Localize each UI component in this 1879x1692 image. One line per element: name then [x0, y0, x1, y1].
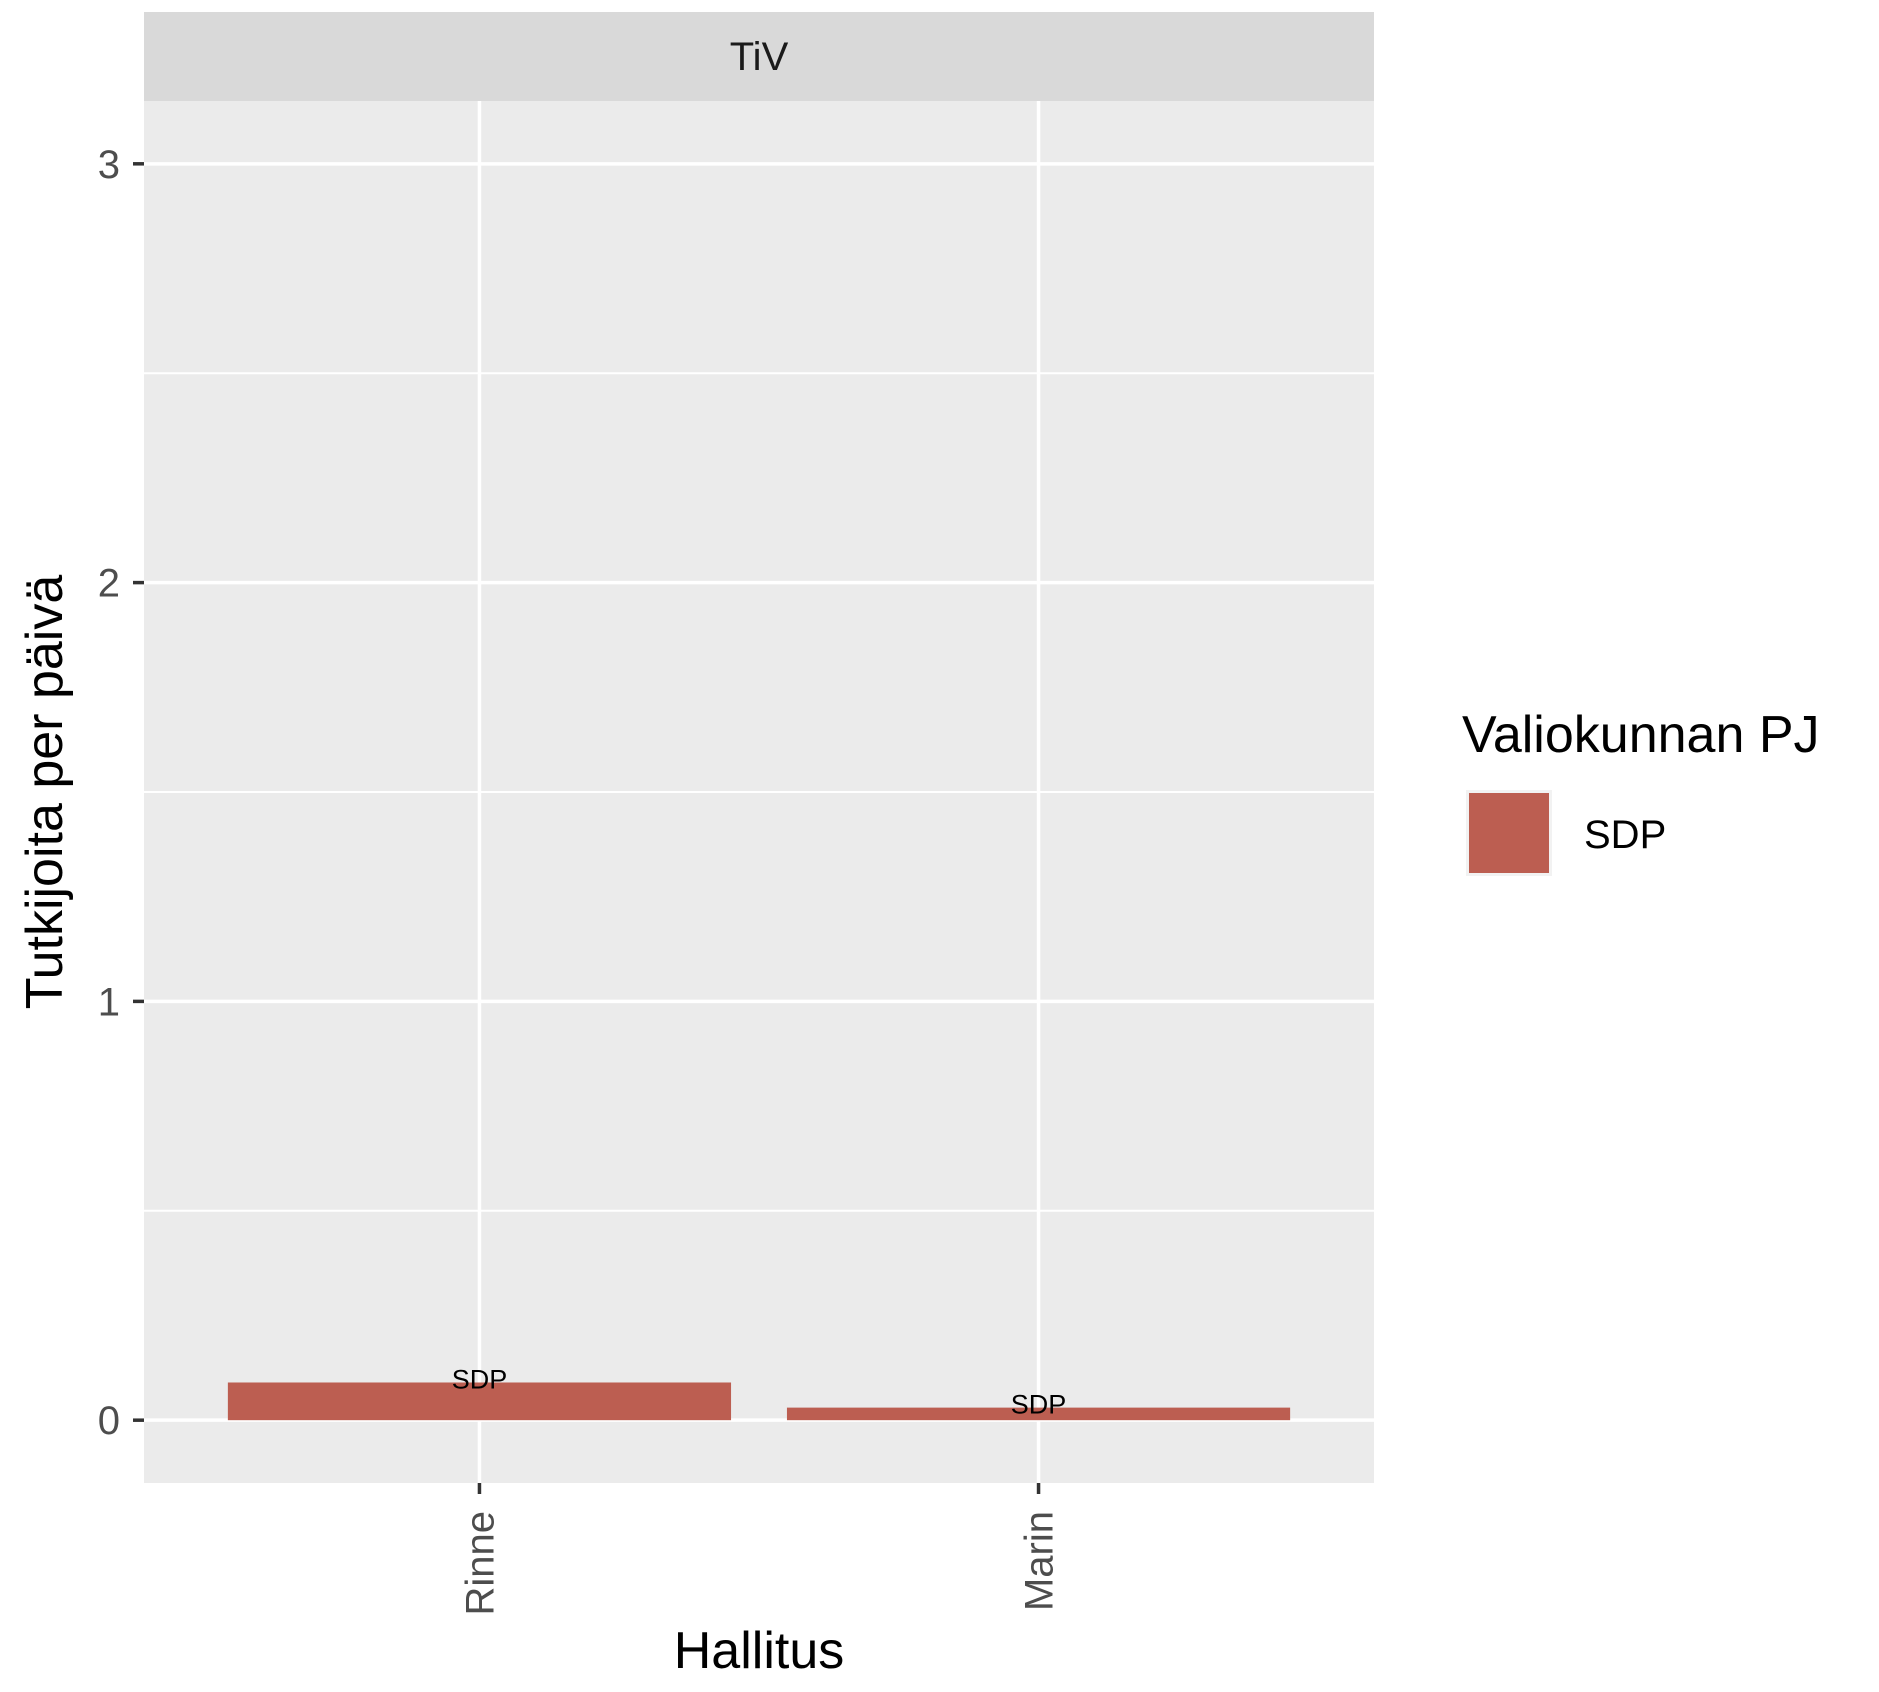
- x-tick-label: Marin: [1018, 1511, 1062, 1611]
- x-tick-label: Rinne: [458, 1511, 502, 1616]
- legend-key-swatch: [1469, 793, 1549, 873]
- bar-labels: SDP SDP: [452, 1364, 1067, 1419]
- bar-data-label: SDP: [452, 1364, 508, 1394]
- legend-entry-label: SDP: [1584, 813, 1666, 857]
- legend: Valiokunnan PJ SDP: [1462, 706, 1820, 876]
- y-axis-title: Tutkijoita per päivä: [16, 575, 74, 1010]
- bars: [227, 1382, 1291, 1421]
- bar-data-label: SDP: [1011, 1390, 1067, 1420]
- legend-title: Valiokunnan PJ: [1462, 706, 1820, 764]
- x-axis-title: Hallitus: [674, 1622, 845, 1680]
- x-axis: Rinne Marin: [458, 1483, 1062, 1616]
- y-tick-label: 0: [98, 1399, 120, 1443]
- minor-gridlines: [144, 372, 1374, 1212]
- facet-strip: [144, 12, 1374, 101]
- y-axis: 0 1 2 3: [98, 143, 144, 1443]
- y-tick-label: 1: [98, 980, 120, 1024]
- bar-rinne: [227, 1382, 732, 1421]
- y-tick-label: 3: [98, 143, 120, 187]
- facet-label: TiV: [730, 35, 789, 79]
- legend-entries: SDP: [1466, 790, 1666, 876]
- bar-marin: [786, 1407, 1291, 1421]
- y-tick-label: 2: [98, 562, 120, 606]
